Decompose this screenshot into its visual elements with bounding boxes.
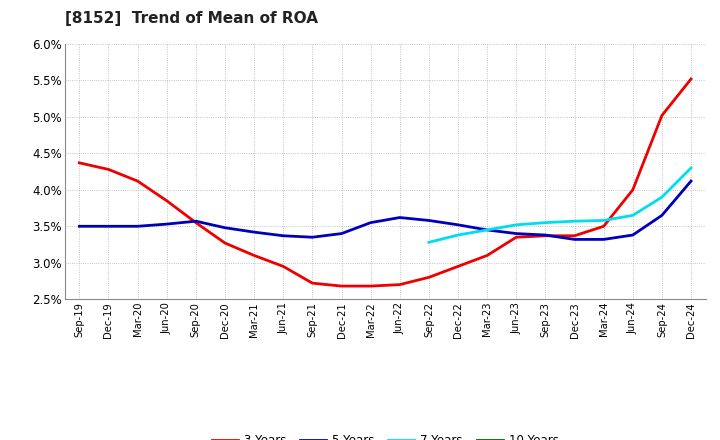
Line: 3 Years: 3 Years (79, 79, 691, 286)
3 Years (192, 220, 200, 225)
5 Years (395, 215, 404, 220)
3 Years (163, 198, 171, 203)
7 Years (425, 240, 433, 245)
7 Years (657, 194, 666, 200)
Line: 5 Years: 5 Years (79, 181, 691, 239)
3 Years (629, 187, 637, 192)
7 Years (629, 213, 637, 218)
3 Years (395, 282, 404, 287)
7 Years (570, 219, 579, 224)
7 Years (483, 227, 492, 233)
5 Years (657, 213, 666, 218)
5 Years (687, 179, 696, 184)
5 Years (163, 221, 171, 227)
Line: 7 Years: 7 Years (429, 168, 691, 242)
5 Years (629, 232, 637, 238)
3 Years (75, 160, 84, 165)
3 Years (425, 275, 433, 280)
5 Years (75, 224, 84, 229)
3 Years (599, 224, 608, 229)
5 Years (104, 224, 113, 229)
5 Years (308, 235, 317, 240)
7 Years (599, 218, 608, 223)
3 Years (250, 253, 258, 258)
7 Years (454, 232, 462, 238)
5 Years (570, 237, 579, 242)
7 Years (687, 165, 696, 171)
5 Years (192, 219, 200, 224)
3 Years (308, 281, 317, 286)
3 Years (483, 253, 492, 258)
3 Years (337, 283, 346, 289)
3 Years (454, 264, 462, 269)
7 Years (512, 222, 521, 227)
5 Years (599, 237, 608, 242)
5 Years (133, 224, 142, 229)
3 Years (512, 235, 521, 240)
Text: [8152]  Trend of Mean of ROA: [8152] Trend of Mean of ROA (65, 11, 318, 26)
5 Years (220, 225, 229, 231)
5 Years (483, 227, 492, 233)
3 Years (366, 283, 375, 289)
5 Years (279, 233, 287, 238)
5 Years (512, 231, 521, 236)
3 Years (220, 240, 229, 246)
Legend: 3 Years, 5 Years, 7 Years, 10 Years: 3 Years, 5 Years, 7 Years, 10 Years (207, 429, 564, 440)
7 Years (541, 220, 550, 225)
3 Years (133, 179, 142, 184)
3 Years (104, 167, 113, 172)
3 Years (657, 113, 666, 118)
5 Years (454, 222, 462, 227)
3 Years (279, 264, 287, 269)
5 Years (541, 232, 550, 238)
5 Years (250, 230, 258, 235)
3 Years (687, 77, 696, 82)
5 Years (425, 218, 433, 223)
5 Years (366, 220, 375, 225)
3 Years (541, 233, 550, 238)
5 Years (337, 231, 346, 236)
3 Years (570, 233, 579, 238)
